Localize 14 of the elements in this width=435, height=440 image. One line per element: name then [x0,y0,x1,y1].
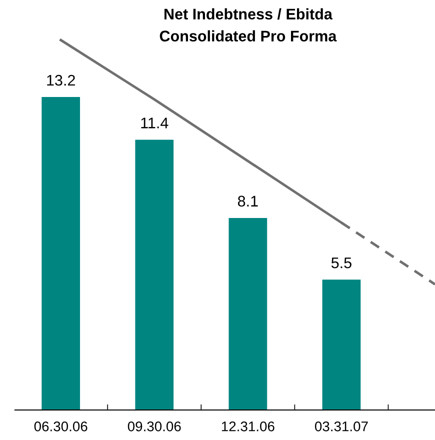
data-label: 8.1 [238,196,258,207]
chart-title: Net Indebtness / Ebitda [164,8,333,20]
bar [135,140,174,410]
bar [42,97,80,410]
data-label: 13.2 [47,74,75,86]
bar [322,280,361,410]
x-tick-label: 03.31.07 [314,421,368,432]
x-tick-label: 06.30.06 [34,421,88,432]
data-label: 5.5 [331,258,352,268]
bar [228,218,268,410]
x-tick-label: 12.31.06 [222,421,274,432]
x-tick-label: 09.30.06 [128,421,181,432]
chart-subtitle: Consolidated Pro Forma [160,30,337,42]
data-label: 11.4 [141,118,168,128]
